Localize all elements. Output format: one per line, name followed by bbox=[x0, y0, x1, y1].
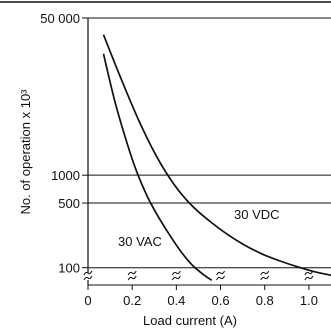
series-label-1: 30 VDC bbox=[234, 207, 280, 222]
x-tick-label-4: 0.8 bbox=[256, 293, 274, 308]
axis-break-mark-1-a bbox=[127, 270, 137, 276]
axis-break-mark-4-a bbox=[260, 270, 270, 276]
axis-break-mark-3-b bbox=[216, 275, 225, 281]
axis-break-mark-5-a bbox=[304, 270, 314, 276]
y-tick-label-0: 100 bbox=[58, 261, 80, 276]
axis-break-mark-5-b bbox=[304, 275, 314, 281]
x-tick-label-3: 0.6 bbox=[212, 293, 230, 308]
y-tick-label-1: 500 bbox=[58, 196, 80, 211]
label-layer: 100 500 1000 50 000 0 0.2 0.4 0.6 0.8 1.0 30 VAC 30… bbox=[40, 11, 318, 308]
series-line-0 bbox=[102, 53, 213, 282]
axis-break-mark-0-b bbox=[83, 275, 93, 281]
grid-layer bbox=[88, 17, 331, 269]
series-line-1 bbox=[102, 34, 331, 277]
series-label-0: 30 VAC bbox=[118, 234, 162, 249]
series-layer bbox=[102, 34, 331, 282]
y-tick-label-2: 1000 bbox=[51, 168, 80, 183]
axis-break-mark-0-a bbox=[83, 270, 93, 276]
x-axis-title: Load current (A) bbox=[143, 313, 237, 328]
x-tick-label-5: 1.0 bbox=[300, 293, 318, 308]
x-tick-label-2: 0.4 bbox=[167, 293, 185, 308]
axis-break-mark-2-b bbox=[171, 275, 181, 281]
x-tick-label-0: 0 bbox=[84, 293, 91, 308]
axis-break-mark-2-a bbox=[171, 270, 181, 276]
y-tick-label-3: 50 000 bbox=[40, 11, 80, 26]
x-tick-label-1: 0.2 bbox=[123, 293, 141, 308]
y-axis-title: No. of operation x 10³ bbox=[18, 89, 33, 215]
axis-layer bbox=[0, 1, 331, 290]
axis-break-mark-3-a bbox=[216, 270, 225, 276]
axis-break-mark-1-b bbox=[127, 275, 137, 281]
axis-break-mark-4-b bbox=[260, 275, 270, 281]
